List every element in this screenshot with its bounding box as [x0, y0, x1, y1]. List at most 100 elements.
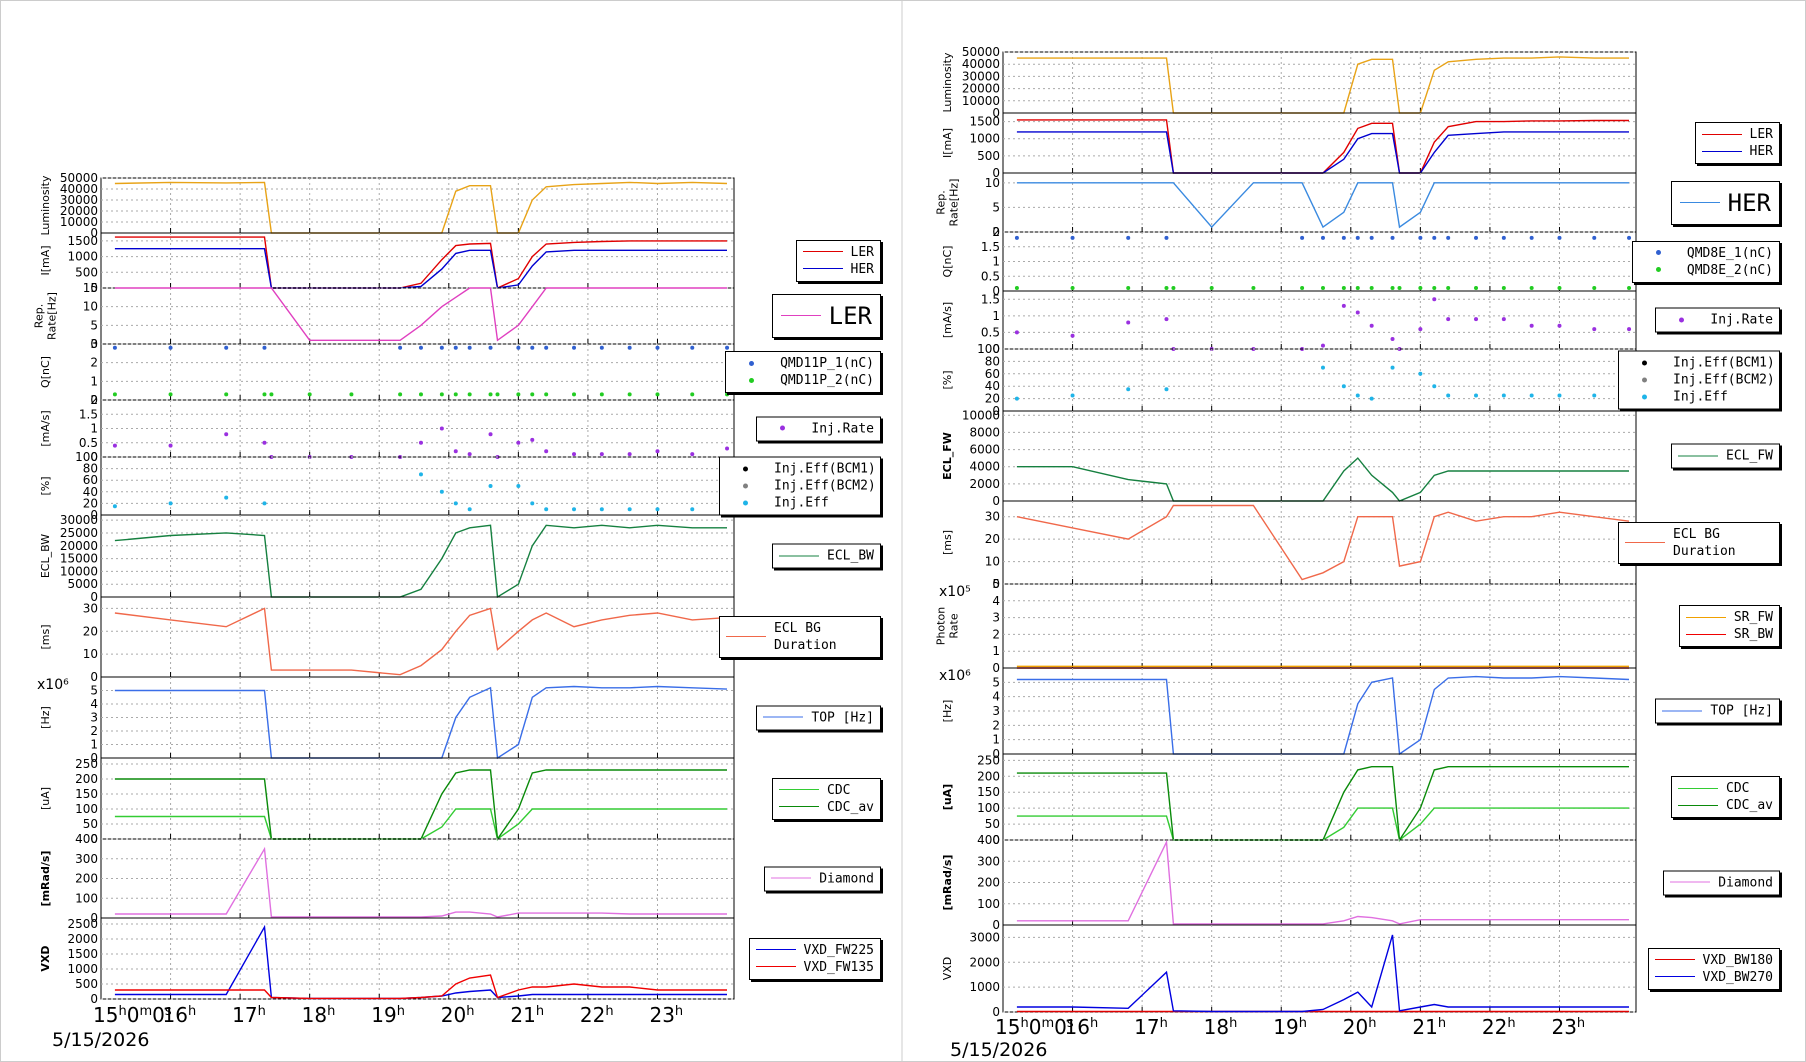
data-point	[224, 495, 229, 500]
x-tick-label-part: h	[1507, 1016, 1515, 1031]
legend-swatch	[763, 716, 804, 718]
data-point	[1529, 286, 1534, 291]
legend-marker	[1701, 130, 1742, 140]
y-tick-label: 15	[83, 281, 98, 295]
y-tick-label: 0.5	[79, 436, 98, 450]
data-point	[1355, 235, 1360, 240]
y-tick-label: 200	[75, 772, 98, 786]
data-point	[690, 507, 695, 512]
y-tick-label: 1.5	[981, 292, 1000, 306]
legend: Inj.Eff(BCM1) Inj.Eff(BCM2) Inj.Eff	[719, 456, 881, 516]
y-tick-label: 50000	[60, 171, 98, 185]
data-point	[690, 345, 695, 350]
x-tick-label-part: h	[1090, 1016, 1098, 1031]
y-tick-label: 1	[992, 733, 1000, 747]
x-tick-label: 19h	[371, 1003, 405, 1027]
legend-marker	[779, 551, 820, 561]
x-tick-label-part: h	[1368, 1016, 1376, 1031]
y-tick-label: 15000	[60, 552, 98, 566]
legend-label: Inj.Rate	[1710, 312, 1773, 328]
y-axis-label: Rep.	[935, 190, 948, 214]
legend-label: HER	[1727, 188, 1771, 217]
x-tick-label: 16h	[1065, 1015, 1099, 1039]
legend-marker	[755, 962, 796, 972]
y-tick-label: 20000	[60, 539, 98, 553]
data-point	[1320, 365, 1325, 370]
data-point	[467, 392, 472, 397]
x-tick-label-part: h	[327, 1004, 335, 1019]
legend-swatch	[1662, 710, 1703, 711]
legend-item: Inj.Eff(BCM1)	[1625, 355, 1775, 372]
legend: Inj.Rate	[1655, 307, 1780, 333]
data-point	[599, 345, 604, 350]
x-tick-label-part: 19	[1273, 1015, 1298, 1039]
legend-marker	[1662, 315, 1702, 325]
y-tick-label: 0	[90, 337, 98, 351]
data-point	[168, 345, 173, 350]
legend-item: LER	[780, 301, 872, 331]
y-tick-label: 5	[90, 684, 98, 698]
data-point	[453, 345, 458, 350]
y-axis-label: [mA/s]	[39, 410, 52, 446]
series-line	[114, 607, 728, 676]
x-tick-label-part: 0	[152, 1003, 165, 1027]
y-tick-label: 0	[90, 832, 98, 846]
legend-marker	[1678, 451, 1719, 461]
data-point	[418, 440, 423, 445]
y-tick-label: 30	[83, 601, 98, 615]
y-tick-label: 3	[90, 337, 98, 351]
legend: CDC CDC_av	[772, 777, 881, 820]
data-point	[544, 392, 549, 397]
legend-marker	[726, 632, 766, 642]
data-point	[1474, 317, 1479, 322]
y-tick-label: 100	[75, 802, 98, 816]
data-point	[530, 437, 535, 442]
y-tick-label: 1500	[969, 115, 1000, 129]
data-point	[439, 392, 444, 397]
legend-swatch	[1655, 267, 1661, 272]
legend-item: VXD_BW270	[1654, 969, 1773, 986]
x-tick-label: 20h	[1343, 1015, 1377, 1039]
series-line	[114, 846, 727, 918]
data-point	[1209, 286, 1214, 291]
legend-swatch	[755, 949, 796, 950]
data-point	[1390, 337, 1395, 342]
y-tick-label: 20000	[60, 204, 98, 218]
x-tick-label-part: h	[258, 1004, 266, 1019]
x-tick-label-part: 0	[1054, 1015, 1067, 1039]
data-point	[544, 449, 549, 454]
legend-swatch	[755, 966, 796, 967]
y-tick-label: 300	[977, 854, 1000, 868]
y-tick-label: 10	[83, 300, 98, 314]
y-tick-label: 1000	[67, 962, 98, 976]
x-tick-label: 17h	[232, 1003, 266, 1027]
data-point	[269, 392, 274, 397]
data-point	[1446, 286, 1451, 291]
y-tick-label: 1.5	[981, 240, 1000, 254]
legend-swatch	[743, 500, 748, 505]
y-tick-label: 1000	[67, 250, 98, 264]
data-point	[418, 472, 423, 477]
legend-marker	[1625, 538, 1665, 548]
x-tick-label-part: h	[466, 1004, 474, 1019]
legend-marker	[780, 311, 821, 321]
legend-label: QMD11P_2(nC)	[780, 373, 874, 388]
data-point	[1014, 330, 1019, 335]
data-point	[1014, 286, 1019, 291]
y-axis-label: [ms]	[941, 530, 954, 555]
data-point	[495, 392, 500, 397]
legend: ECL BG Duration	[719, 616, 881, 658]
legend-item: CDC_av	[1678, 797, 1773, 814]
data-point	[1369, 235, 1374, 240]
data-point	[1418, 371, 1423, 376]
data-point	[690, 452, 695, 457]
y-tick-label: 4	[992, 594, 1000, 608]
y-tick-label: 60	[83, 473, 98, 487]
series-line	[114, 236, 727, 290]
legend-label: Inj.Eff(BCM2)	[1673, 372, 1775, 388]
data-point	[224, 432, 229, 437]
data-point	[1164, 317, 1169, 322]
data-point	[599, 452, 604, 457]
data-point	[516, 392, 521, 397]
